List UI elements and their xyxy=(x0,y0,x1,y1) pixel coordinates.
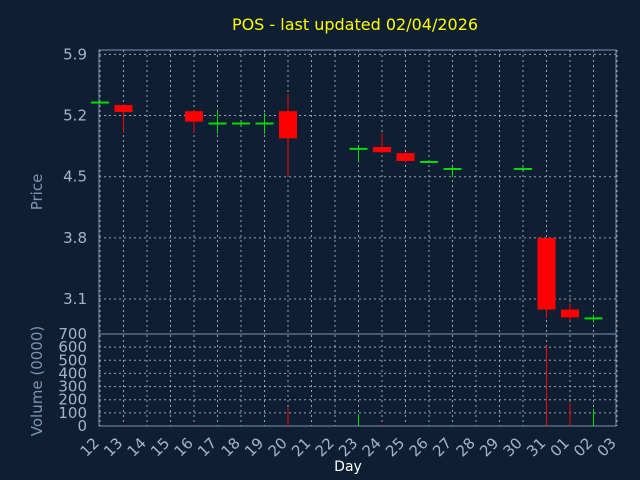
volume-panel-frame xyxy=(98,333,617,427)
price-tick-label: 3.8 xyxy=(63,229,87,247)
candle-body xyxy=(114,105,133,113)
x-tick-label: 24 xyxy=(359,434,385,460)
candles xyxy=(91,93,603,321)
candle-body xyxy=(537,237,556,310)
candle-body xyxy=(232,122,250,125)
candle-body xyxy=(279,111,297,139)
candle-body xyxy=(208,122,227,125)
volume-axis-label: Volume (0000) xyxy=(28,326,46,436)
candle-body xyxy=(185,111,203,122)
candle-body xyxy=(373,146,391,153)
volume-tick-label: 400 xyxy=(58,364,87,382)
volume-tick-label: 600 xyxy=(58,338,87,356)
volume-tick-label: 300 xyxy=(58,378,87,396)
price-axis-label: Price xyxy=(28,174,46,211)
x-tick-label: 20 xyxy=(265,434,291,460)
x-tick-label: 02 xyxy=(570,434,596,460)
x-tick-label: 16 xyxy=(171,434,197,460)
x-tick-label: 15 xyxy=(147,434,173,460)
x-tick-label: 19 xyxy=(241,434,267,460)
x-tick-label: 18 xyxy=(218,434,244,460)
volume-tick-label: 100 xyxy=(58,404,87,422)
volume-tick-label: 0 xyxy=(77,417,87,435)
x-tick-label: 23 xyxy=(335,434,361,460)
volume-tick-label: 500 xyxy=(58,351,87,369)
volume-tick-label: 700 xyxy=(58,325,87,343)
candle-body xyxy=(443,167,462,170)
x-tick-label: 28 xyxy=(453,434,479,460)
candle-body xyxy=(349,147,368,150)
candle-body xyxy=(514,167,532,170)
x-tick-label: 29 xyxy=(476,434,502,460)
x-tick-label: 25 xyxy=(382,434,408,460)
x-axis: 1213141516171819202122232425262728293031… xyxy=(77,434,620,460)
x-tick-label: 21 xyxy=(288,434,314,460)
x-tick-label: 22 xyxy=(312,434,338,460)
x-axis-label: Day xyxy=(334,459,362,475)
candle-body xyxy=(255,122,274,125)
volume-bars xyxy=(123,345,594,426)
candle-body xyxy=(561,309,579,318)
x-tick-label: 27 xyxy=(429,434,455,460)
x-tick-label: 03 xyxy=(594,434,620,460)
price-axis: 5.9 5.2 4.5 3.8 3.1 xyxy=(63,45,87,308)
x-tick-label: 30 xyxy=(500,434,526,460)
x-tick-label: 01 xyxy=(547,434,573,460)
price-tick-label: 5.2 xyxy=(63,107,87,125)
x-tick-label: 17 xyxy=(194,434,220,460)
candle-body xyxy=(91,101,109,104)
candle-body xyxy=(584,317,603,320)
price-tick-label: 5.9 xyxy=(63,45,87,63)
candle-body xyxy=(396,153,415,161)
volume-tick-label: 200 xyxy=(58,391,87,409)
volume-grid xyxy=(99,346,616,414)
price-tick-label: 3.1 xyxy=(63,290,87,308)
x-tick-label: 31 xyxy=(523,434,549,460)
candle-body xyxy=(420,160,438,163)
chart-title: POS - last updated 02/04/2026 xyxy=(232,15,478,34)
x-tick-label: 13 xyxy=(100,434,126,460)
x-tick-label: 26 xyxy=(406,434,432,460)
price-tick-label: 4.5 xyxy=(63,168,87,186)
x-tick-label: 12 xyxy=(77,434,103,460)
x-tick-label: 14 xyxy=(124,434,150,460)
